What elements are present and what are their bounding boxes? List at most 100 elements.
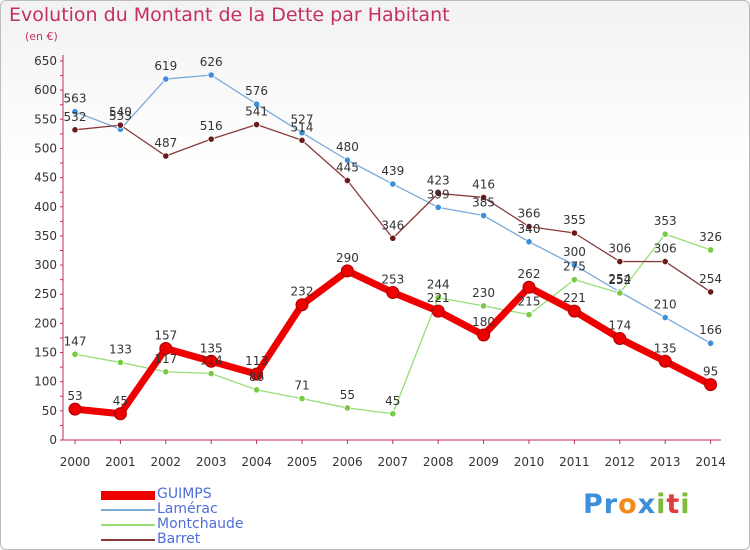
data-point-montchaude bbox=[479, 302, 488, 310]
data-label-guimps: 253 bbox=[381, 272, 404, 286]
data-label-montchaude: 55 bbox=[340, 388, 355, 402]
x-tick-label: 2005 bbox=[287, 455, 318, 469]
data-label-barret: 254 bbox=[699, 272, 722, 286]
data-point-guimps bbox=[522, 280, 536, 294]
data-point-montchaude bbox=[343, 404, 351, 412]
data-point-guimps bbox=[477, 328, 491, 342]
data-label-guimps: 232 bbox=[291, 285, 314, 299]
logo-letter: r bbox=[603, 489, 619, 520]
y-tick-label: 650 bbox=[34, 54, 57, 68]
x-tick-label: 2006 bbox=[332, 455, 363, 469]
data-label-guimps: 221 bbox=[427, 291, 450, 305]
y-axis-ticks: 0 50 100 150 200 250 300 350 400 450 500 550 600 650 bbox=[34, 54, 57, 447]
y-tick-label: 500 bbox=[34, 141, 57, 155]
data-point-lamerac bbox=[479, 211, 488, 220]
data-label-montchaude: 244 bbox=[427, 278, 450, 292]
data-point-guimps bbox=[704, 378, 718, 392]
series-line-lamerac bbox=[74, 74, 712, 344]
data-label-barret: 540 bbox=[109, 105, 132, 119]
data-label-montchaude: 117 bbox=[154, 352, 177, 366]
y-tick-label: 200 bbox=[34, 316, 57, 330]
data-point-lamerac bbox=[570, 261, 579, 269]
logo-letter: P bbox=[583, 489, 604, 520]
y-axis-unit: (en €) bbox=[25, 30, 58, 43]
data-point-barret bbox=[207, 135, 215, 143]
y-tick-label: 400 bbox=[34, 200, 57, 214]
legend-label: Barret bbox=[157, 531, 201, 547]
data-point-guimps bbox=[658, 354, 672, 368]
data-label-lamerac: 626 bbox=[200, 55, 223, 69]
x-axis-ticks: 2000 2001 2002 2003 2004 2005 2006 2007 2008 2009… bbox=[60, 455, 726, 469]
data-label-guimps: 174 bbox=[608, 319, 631, 333]
logo-letter: i bbox=[656, 489, 667, 520]
y-tick-label: 600 bbox=[34, 83, 57, 97]
data-point-barret bbox=[479, 193, 488, 202]
data-point-barret bbox=[71, 126, 79, 134]
data-label-barret: 306 bbox=[654, 242, 677, 256]
data-point-montchaude bbox=[162, 368, 170, 376]
x-tick-label: 2003 bbox=[196, 455, 227, 469]
x-tick-label: 2011 bbox=[559, 455, 590, 469]
data-label-barret: 346 bbox=[381, 218, 404, 232]
data-label-guimps: 262 bbox=[518, 267, 541, 281]
data-label-barret: 532 bbox=[64, 110, 87, 124]
y-tick-label: 550 bbox=[34, 112, 57, 126]
data-point-lamerac bbox=[525, 238, 533, 246]
y-tick-label: 450 bbox=[34, 171, 57, 185]
data-label-lamerac: 576 bbox=[245, 84, 268, 98]
data-label-montchaude: 86 bbox=[249, 370, 264, 384]
data-label-guimps: 221 bbox=[563, 291, 586, 305]
data-point-guimps bbox=[340, 264, 354, 278]
data-label-barret: 306 bbox=[608, 242, 631, 256]
data-point-montchaude bbox=[389, 410, 397, 418]
data-label-lamerac: 340 bbox=[518, 222, 541, 236]
data-label-barret: 366 bbox=[518, 207, 541, 221]
data-point-barret bbox=[616, 257, 624, 266]
data-label-lamerac: 533 bbox=[109, 109, 132, 123]
data-point-guimps bbox=[250, 367, 264, 381]
y-tick-label: 250 bbox=[34, 287, 57, 301]
data-label-guimps: 180 bbox=[472, 315, 495, 329]
data-label-montchaude: 275 bbox=[563, 260, 586, 274]
legend-swatch bbox=[101, 491, 155, 500]
data-label-barret: 355 bbox=[563, 213, 586, 227]
data-point-lamerac bbox=[434, 203, 442, 211]
legend-swatch bbox=[101, 509, 155, 511]
data-label-montchaude: 114 bbox=[200, 354, 223, 368]
data-point-lamerac bbox=[71, 108, 79, 116]
data-point-lamerac bbox=[207, 71, 215, 79]
y-tick-label: 150 bbox=[34, 346, 57, 360]
data-point-guimps bbox=[567, 304, 581, 318]
data-label-barret: 445 bbox=[336, 161, 359, 175]
x-tick-label: 2014 bbox=[695, 455, 726, 469]
data-point-barret bbox=[706, 288, 715, 296]
axes bbox=[60, 55, 721, 444]
data-point-lamerac bbox=[253, 100, 261, 108]
data-label-lamerac: 210 bbox=[654, 298, 677, 312]
data-point-guimps bbox=[204, 354, 218, 368]
legend-label: Lamérac bbox=[157, 501, 218, 517]
data-point-montchaude bbox=[253, 386, 261, 394]
data-point-barret bbox=[389, 234, 397, 242]
data-label-montchaude: 252 bbox=[608, 273, 631, 287]
data-point-guimps bbox=[113, 407, 127, 421]
data-point-montchaude bbox=[207, 369, 215, 378]
data-label-montchaude: 71 bbox=[294, 379, 309, 393]
data-label-barret: 516 bbox=[200, 119, 223, 133]
legend-swatch bbox=[101, 539, 155, 541]
data-label-lamerac: 439 bbox=[381, 164, 404, 178]
legend-swatch bbox=[101, 524, 155, 526]
x-tick-label: 2013 bbox=[650, 455, 681, 469]
data-point-barret bbox=[162, 152, 170, 160]
data-label-lamerac: 480 bbox=[336, 140, 359, 154]
data-label-guimps: 95 bbox=[703, 365, 718, 379]
data-label-montchaude: 230 bbox=[472, 286, 495, 300]
data-point-barret bbox=[661, 257, 669, 266]
x-tick-label: 2007 bbox=[378, 455, 409, 469]
data-point-barret bbox=[434, 189, 442, 197]
data-label-montchaude: 215 bbox=[518, 295, 541, 309]
data-label-guimps: 135 bbox=[200, 341, 223, 355]
x-tick-label: 2009 bbox=[468, 455, 499, 469]
data-label-lamerac: 254 bbox=[608, 272, 631, 286]
